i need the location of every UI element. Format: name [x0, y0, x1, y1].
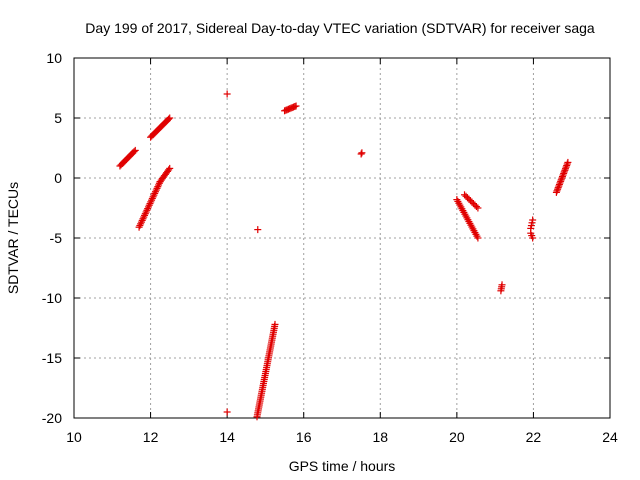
data-point	[131, 146, 139, 154]
data-point	[166, 164, 174, 172]
x-tick-label: 16	[296, 429, 312, 445]
data-point	[554, 185, 562, 193]
data-point	[146, 200, 154, 208]
data-point	[143, 206, 151, 214]
y-tick-label: -15	[42, 350, 62, 366]
data-point	[144, 203, 152, 211]
data-point	[152, 186, 160, 194]
data-point	[498, 281, 506, 289]
data-point	[555, 181, 563, 189]
y-axis-label: SDTVAR / TECUs	[5, 182, 21, 294]
data-point	[150, 191, 158, 199]
data-point	[165, 166, 173, 174]
data-points	[116, 90, 572, 421]
data-point	[145, 201, 153, 209]
data-point	[292, 102, 300, 110]
data-point	[560, 169, 568, 177]
x-tick-label: 12	[143, 429, 159, 445]
data-point	[148, 194, 156, 202]
data-point	[140, 213, 148, 221]
data-point	[562, 163, 570, 171]
data-point	[149, 193, 157, 201]
y-tick-label: -5	[50, 230, 63, 246]
data-point	[151, 189, 159, 197]
x-tick-label: 18	[372, 429, 388, 445]
data-point	[151, 188, 159, 196]
data-point	[153, 184, 161, 192]
y-tick-label: 10	[46, 50, 62, 66]
data-point	[154, 183, 162, 191]
data-point	[563, 160, 571, 168]
data-point	[472, 203, 480, 211]
data-point	[563, 162, 571, 170]
data-point	[141, 210, 149, 218]
data-point	[554, 184, 562, 192]
data-point	[148, 196, 156, 204]
y-tick-label: -20	[42, 410, 62, 426]
data-point	[529, 216, 537, 224]
data-point	[474, 204, 482, 212]
data-point	[558, 174, 566, 182]
data-point	[557, 176, 565, 184]
x-tick-label: 14	[219, 429, 235, 445]
x-tick-label: 10	[66, 429, 82, 445]
data-point	[137, 218, 145, 226]
data-point	[556, 179, 564, 187]
data-point	[147, 198, 155, 206]
data-point	[138, 216, 146, 224]
chart-title: Day 199 of 2017, Sidereal Day-to-day VTE…	[85, 20, 595, 36]
data-point	[223, 90, 231, 98]
y-tick-label: 5	[54, 110, 62, 126]
data-point	[139, 215, 147, 223]
data-point	[557, 177, 565, 185]
data-point	[130, 148, 138, 156]
y-tick-label: 0	[54, 170, 62, 186]
data-point	[553, 187, 561, 195]
data-point	[560, 168, 568, 176]
data-point	[561, 165, 569, 173]
data-point	[357, 150, 365, 158]
y-tick-label: -10	[42, 290, 62, 306]
data-point	[271, 320, 279, 328]
x-tick-label: 24	[602, 429, 618, 445]
data-point	[552, 188, 560, 196]
data-point	[358, 149, 366, 157]
x-tick-label: 20	[449, 429, 465, 445]
data-point	[166, 114, 174, 122]
y-tick-labels: -20 -15 -10 -5 0 5 10	[42, 50, 62, 426]
data-point	[558, 173, 566, 181]
data-point	[135, 223, 143, 231]
data-point	[559, 171, 567, 179]
data-point	[137, 220, 145, 228]
data-point	[142, 208, 150, 216]
data-point	[223, 408, 231, 416]
data-point	[144, 205, 152, 213]
data-point	[474, 234, 482, 242]
data-point	[165, 115, 173, 123]
data-point	[155, 181, 163, 189]
data-point	[254, 226, 262, 234]
data-point	[555, 182, 563, 190]
x-axis-label: GPS time / hours	[289, 458, 396, 474]
data-point	[561, 166, 569, 174]
data-point	[564, 158, 572, 166]
x-tick-labels: 10 12 14 16 18 20 22 24	[66, 429, 618, 445]
data-point	[529, 234, 537, 242]
data-point	[141, 211, 149, 219]
data-point	[136, 222, 144, 230]
x-tick-label: 22	[526, 429, 542, 445]
